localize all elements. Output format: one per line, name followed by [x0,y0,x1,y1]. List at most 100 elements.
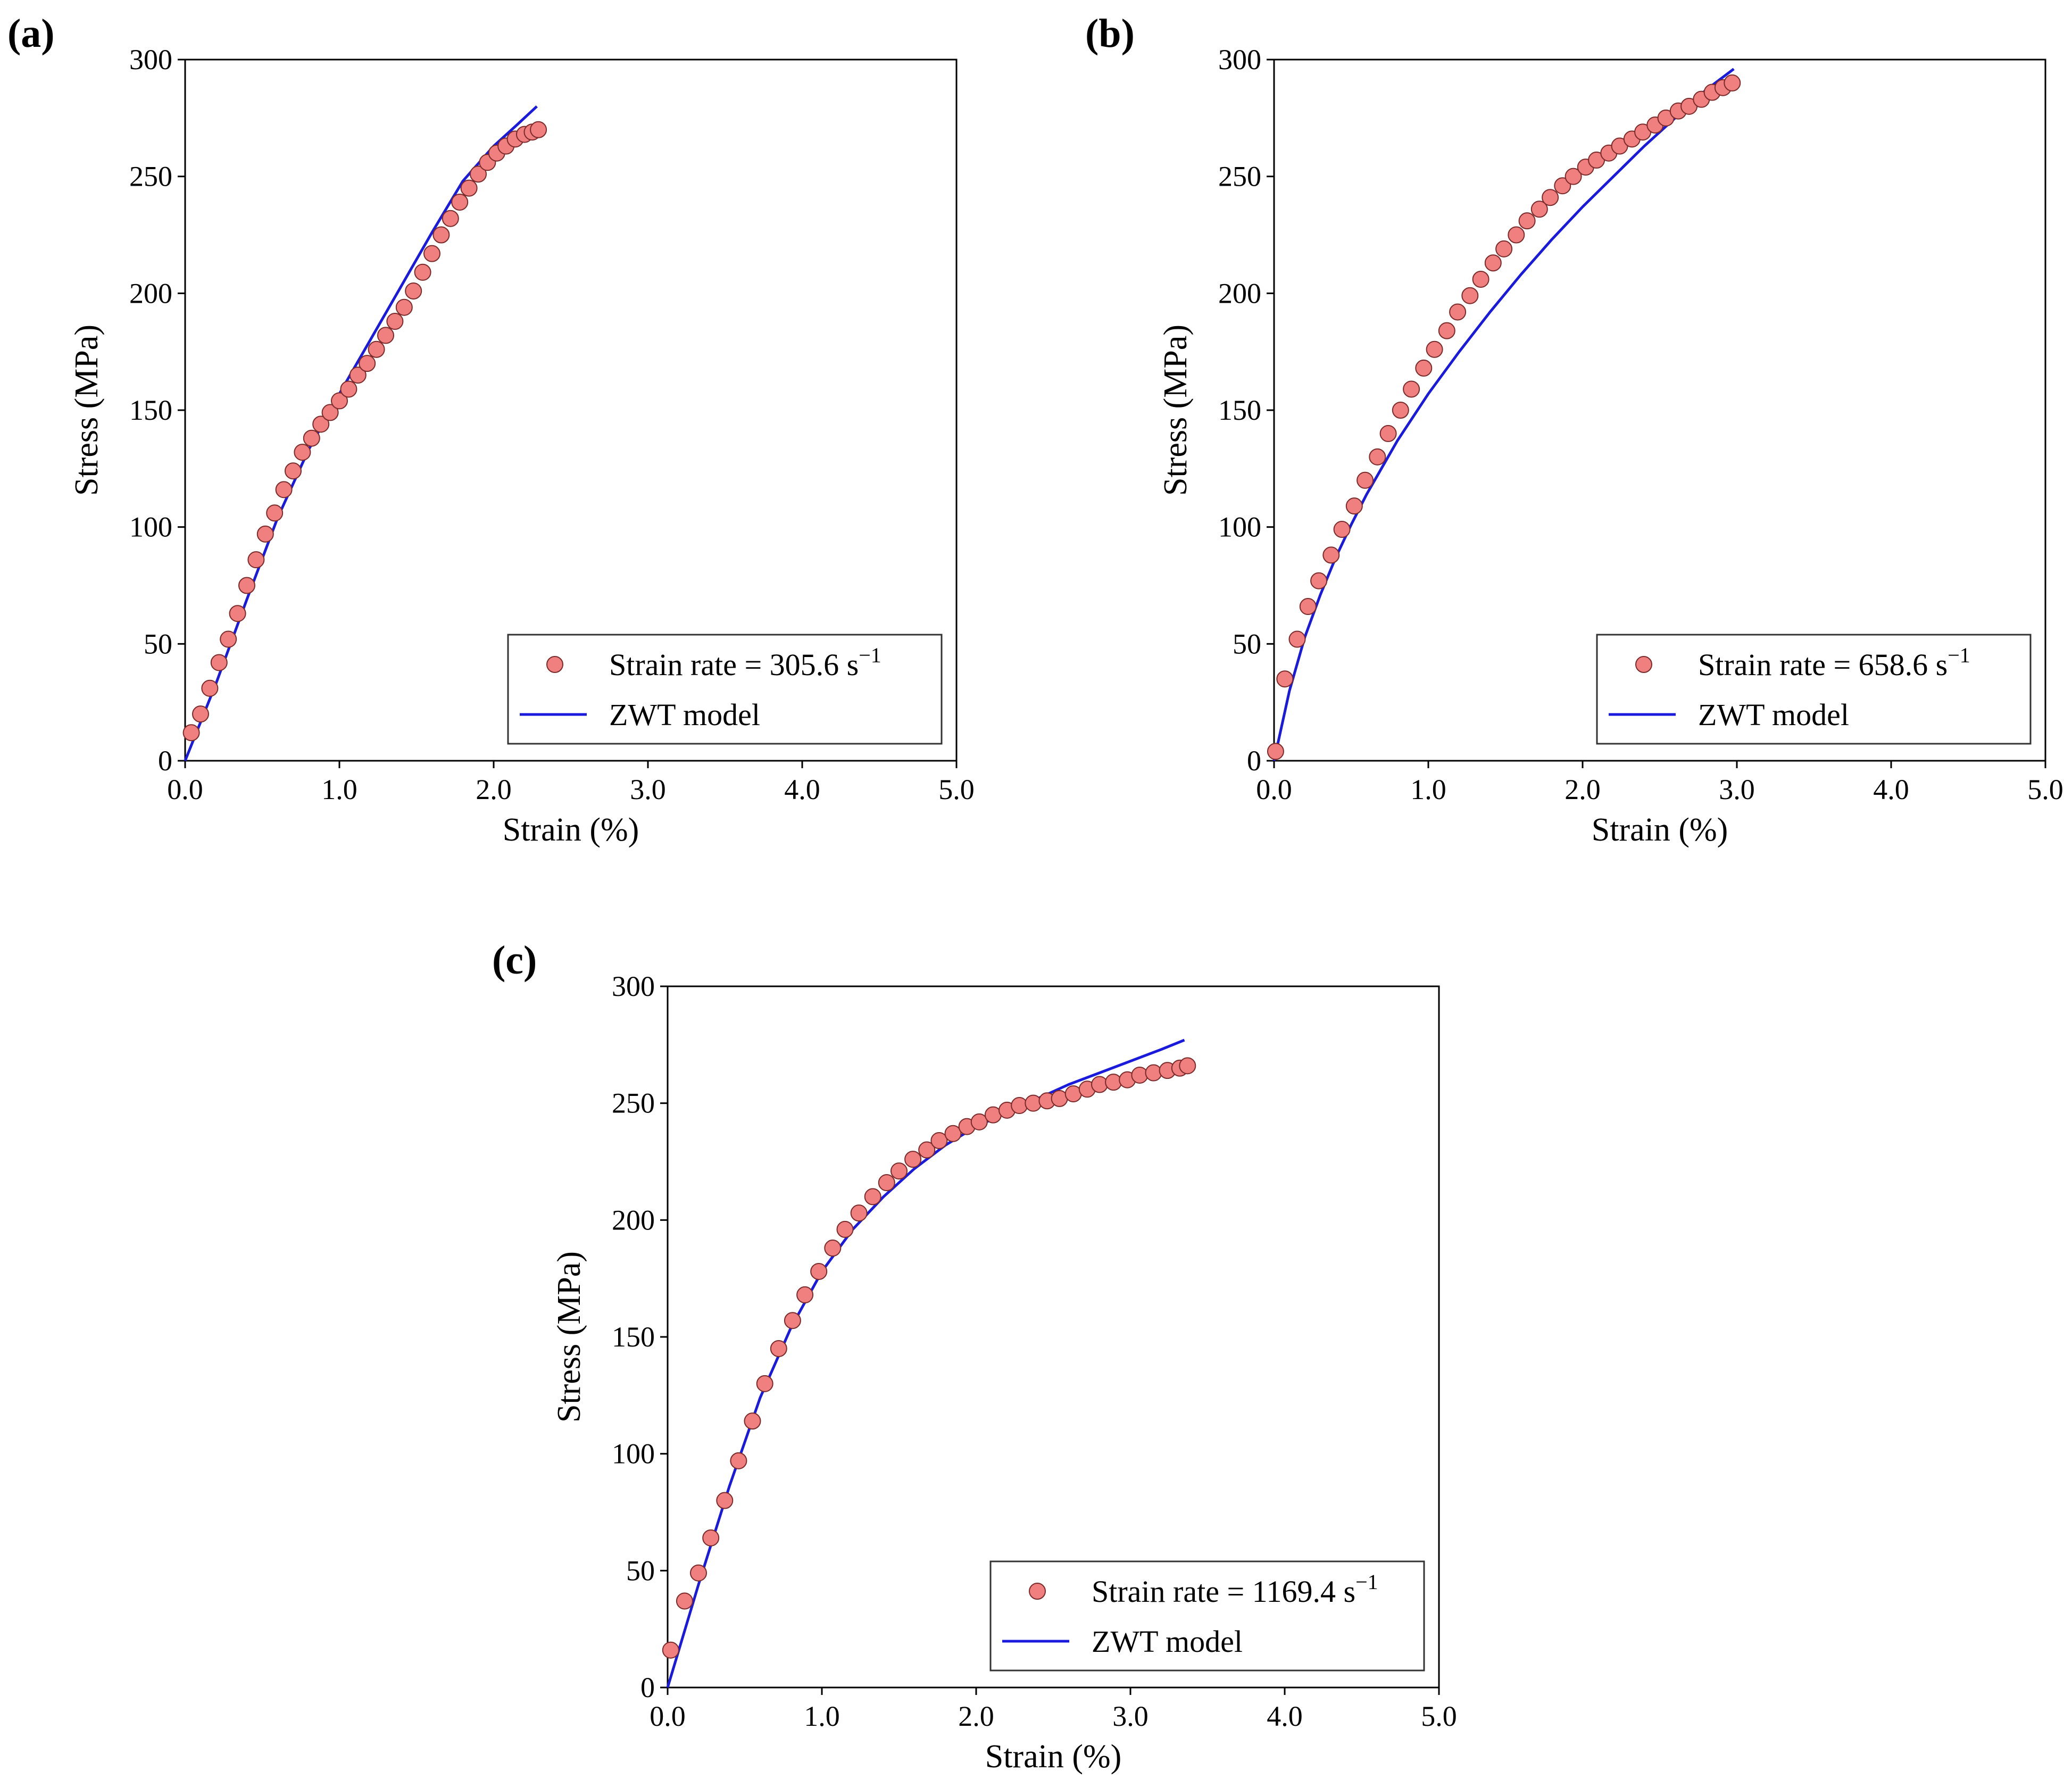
data-point [349,367,367,384]
data-point [1392,402,1409,419]
data-point [423,245,440,262]
data-point [1415,359,1433,377]
legend-scatter-label-superscript: −1 [1355,1570,1378,1594]
x-axis-label: Strain (%) [985,1739,1122,1775]
data-point [432,226,450,244]
panel-label: (a) [7,11,55,56]
data-point [1145,1064,1162,1082]
data-point [247,551,265,569]
legend-frame [989,1560,1425,1672]
data-point [810,1262,828,1280]
data-point [451,193,469,211]
data-point [238,577,255,594]
data-point [1542,189,1559,206]
data-point [904,1151,922,1168]
zwt-model-line [1272,68,1735,761]
data-point [1449,303,1467,321]
x-tick-label: 4.0 [1873,774,1909,805]
y-tick-label: 200 [612,1204,655,1236]
y-tick-label: 100 [1218,511,1261,543]
panel-label: (c) [492,938,537,983]
data-point [275,481,293,498]
y-tick-label: 50 [144,628,172,660]
data-point [970,1113,988,1130]
data-point [891,1162,908,1180]
data-point [796,1286,814,1303]
data-point [1724,74,1741,92]
legend-scatter-label: Strain rate = 1169.4 s−1 [1092,1570,1378,1609]
legend-scatter-label-text: Strain rate = 305.6 s [609,647,859,682]
data-point [442,210,459,227]
data-point [1091,1076,1108,1093]
legend: Strain rate = 1169.4 s−1 ZWT model [989,1560,1425,1672]
data-point [756,1375,773,1392]
data-point [1403,380,1420,398]
data-point [1518,212,1536,230]
data-point [220,630,237,648]
data-point [930,1132,948,1149]
legend-scatter-marker [1029,1583,1046,1600]
data-point [1554,177,1571,195]
legend: Strain rate = 305.6 s−1 ZWT model [507,634,943,745]
data-point [331,392,348,410]
y-tick-label: 50 [626,1554,655,1586]
x-tick-label: 5.0 [938,774,975,805]
x-tick-label: 1.0 [321,774,357,805]
legend-scatter-marker [546,656,563,673]
data-point [1322,546,1340,564]
data-point [1310,572,1328,589]
legend: Strain rate = 658.6 s−1 ZWT model [1596,634,2032,745]
data-point [944,1125,962,1142]
x-tick-label: 0.0 [167,774,203,805]
data-point [312,415,330,433]
y-tick-label: 300 [129,44,172,76]
legend-scatter-marker [1635,656,1652,673]
y-tick-label: 200 [129,277,172,309]
legend-scatter-label: Strain rate = 305.6 s−1 [609,643,881,682]
y-tick-label: 150 [1218,394,1261,426]
data-point [530,121,547,138]
y-axis-label: Stress (MPa) [69,325,105,496]
data-point [266,504,284,522]
data-point [414,263,431,281]
legend-scatter-label-text: Strain rate = 1169.4 s [1092,1574,1355,1609]
data-point [1426,340,1443,358]
data-point [1333,521,1351,538]
data-point [386,313,404,330]
x-tick-label: 4.0 [1267,1700,1303,1732]
data-point [256,525,274,543]
data-point [460,179,478,197]
data-point [1357,471,1374,489]
x-tick-label: 2.0 [958,1700,994,1732]
data-point [359,355,376,372]
data-point [1011,1097,1028,1115]
y-tick-label: 100 [129,511,172,543]
panel-b: (b) 0.0 1.0 2.0 3.0 4.0 5.0 0 50 100 150 200 250 300 S… [1085,11,2063,848]
data-point [1379,425,1397,442]
data-point [1472,270,1489,288]
x-tick-label: 3.0 [1719,774,1755,805]
data-point [1345,497,1363,515]
data-point [1495,240,1513,257]
x-tick-label: 3.0 [1112,1700,1149,1732]
data-point [784,1312,801,1329]
data-point [864,1188,881,1206]
data-point [210,654,228,671]
data-point [770,1340,787,1357]
x-tick-label: 5.0 [1421,1700,1457,1732]
y-tick-label: 200 [1218,277,1261,309]
data-point [182,724,200,742]
data-point [850,1204,868,1222]
legend-frame [507,634,943,745]
y-tick-label: 250 [612,1087,655,1119]
y-axis-label: Stress (MPa) [1158,325,1194,496]
data-point [1131,1066,1149,1084]
data-point [405,282,422,300]
y-tick-label: 150 [129,394,172,426]
y-tick-label: 300 [1218,44,1261,76]
data-point [192,705,209,723]
data-point [1438,322,1455,339]
legend-line-label: ZWT model [1698,697,1849,732]
data-point [730,1452,747,1469]
